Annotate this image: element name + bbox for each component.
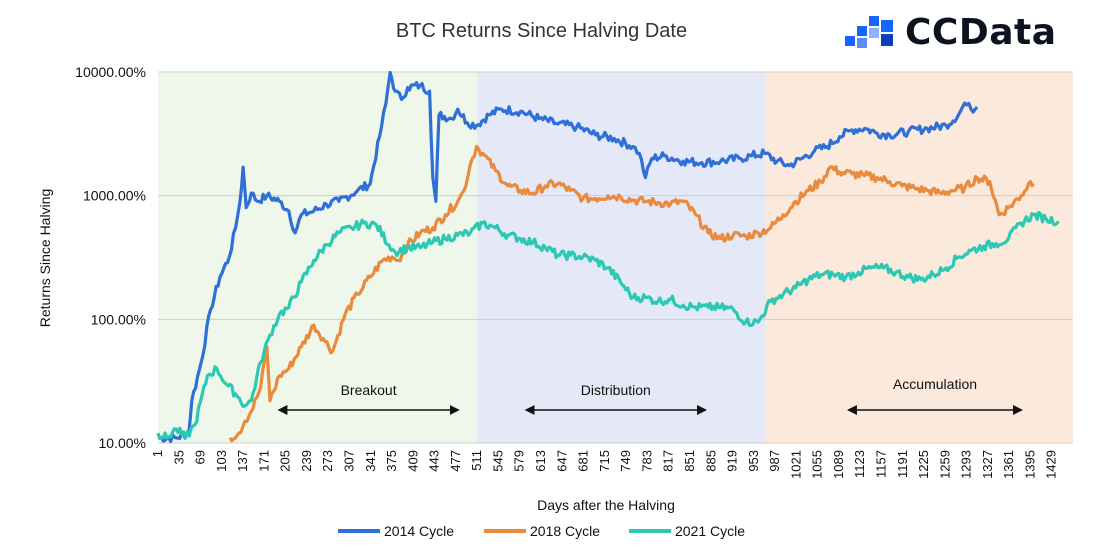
x-tick-label: 1055 [810, 450, 825, 479]
x-tick-label: 1361 [1001, 450, 1016, 479]
x-tick-label: 1157 [874, 450, 889, 478]
phase-region-distribution [477, 72, 766, 443]
x-tick-label: 35 [171, 450, 186, 464]
x-tick-label: 1429 [1044, 450, 1059, 479]
x-tick-label: 817 [661, 450, 676, 472]
x-tick-label: 341 [363, 450, 378, 472]
y-axis-ticks: 10.00% 100.00% 1000.00% 10000.00% [75, 64, 146, 451]
x-tick-label: 1123 [852, 450, 867, 478]
phase-label-accumulation: Accumulation [893, 376, 977, 392]
x-tick-label: 1259 [937, 450, 952, 479]
x-tick-label: 1225 [916, 450, 931, 479]
x-tick-label: 885 [703, 450, 718, 472]
y-tick-label: 10.00% [99, 435, 146, 451]
x-tick-label: 613 [533, 450, 548, 472]
chart-title: BTC Returns Since Halving Date [395, 20, 688, 42]
x-tick-label: 749 [618, 450, 633, 472]
legend: 2014 Cycle 2018 Cycle 2021 Cycle [338, 523, 745, 539]
x-tick-label: 205 [278, 450, 293, 472]
grid-lines [158, 71, 1073, 444]
x-tick-label: 953 [746, 450, 761, 472]
x-axis-label: Days after the Halving [537, 497, 675, 513]
ccdata-logo-icon [845, 16, 893, 48]
x-tick-label: 1 [150, 450, 165, 457]
legend-label: 2021 Cycle [675, 523, 745, 539]
phase-label-distribution: Distribution [581, 382, 651, 398]
x-tick-label: 171 [256, 450, 271, 472]
y-axis-label: Returns Since Halving [37, 189, 53, 328]
y-tick-label: 100.00% [91, 311, 146, 327]
x-axis-ticks: 1 35 69 103 137 171 205 239 273 307 341 375 409 443 47… [150, 450, 1059, 479]
x-tick-label: 1395 [1022, 450, 1037, 479]
phase-label-breakout: Breakout [341, 382, 397, 398]
x-tick-label: 647 [554, 450, 569, 472]
phase-annotations: Breakout Distribution Accumulation [277, 376, 1024, 415]
x-tick-label: 1021 [788, 450, 803, 479]
x-tick-label: 987 [767, 450, 782, 472]
x-tick-label: 681 [576, 450, 591, 472]
x-tick-label: 1191 [895, 450, 910, 478]
x-tick-label: 375 [384, 450, 399, 472]
legend-label: 2014 Cycle [384, 523, 454, 539]
x-tick-label: 715 [597, 450, 612, 472]
x-tick-label: 69 [193, 450, 208, 464]
x-tick-label: 443 [427, 450, 442, 472]
phase-region-accumulation [765, 72, 1073, 443]
y-tick-label: 1000.00% [83, 188, 146, 204]
series-line-2021 [156, 210, 1060, 440]
series-line-2014 [157, 70, 979, 444]
x-tick-label: 1089 [831, 450, 846, 479]
x-tick-label: 103 [214, 450, 229, 472]
y-tick-label: 10000.00% [75, 64, 146, 80]
x-tick-label: 137 [235, 450, 250, 472]
x-tick-label: 477 [448, 450, 463, 472]
x-tick-label: 545 [491, 450, 506, 472]
x-tick-label: 919 [725, 450, 740, 472]
series-line-2018 [228, 144, 1035, 443]
x-tick-label: 409 [405, 450, 420, 472]
x-tick-label: 307 [342, 450, 357, 472]
x-tick-label: 239 [299, 450, 314, 472]
x-tick-label: 273 [320, 450, 335, 472]
x-tick-label: 783 [639, 450, 654, 472]
x-tick-label: 579 [512, 450, 527, 472]
x-tick-label: 851 [682, 450, 697, 472]
legend-label: 2018 Cycle [530, 523, 600, 539]
brand-name: CCData [905, 12, 1057, 53]
x-tick-label: 511 [469, 450, 484, 471]
x-tick-label: 1293 [959, 450, 974, 479]
series-lines [156, 70, 1060, 444]
x-tick-label: 1327 [980, 450, 995, 479]
